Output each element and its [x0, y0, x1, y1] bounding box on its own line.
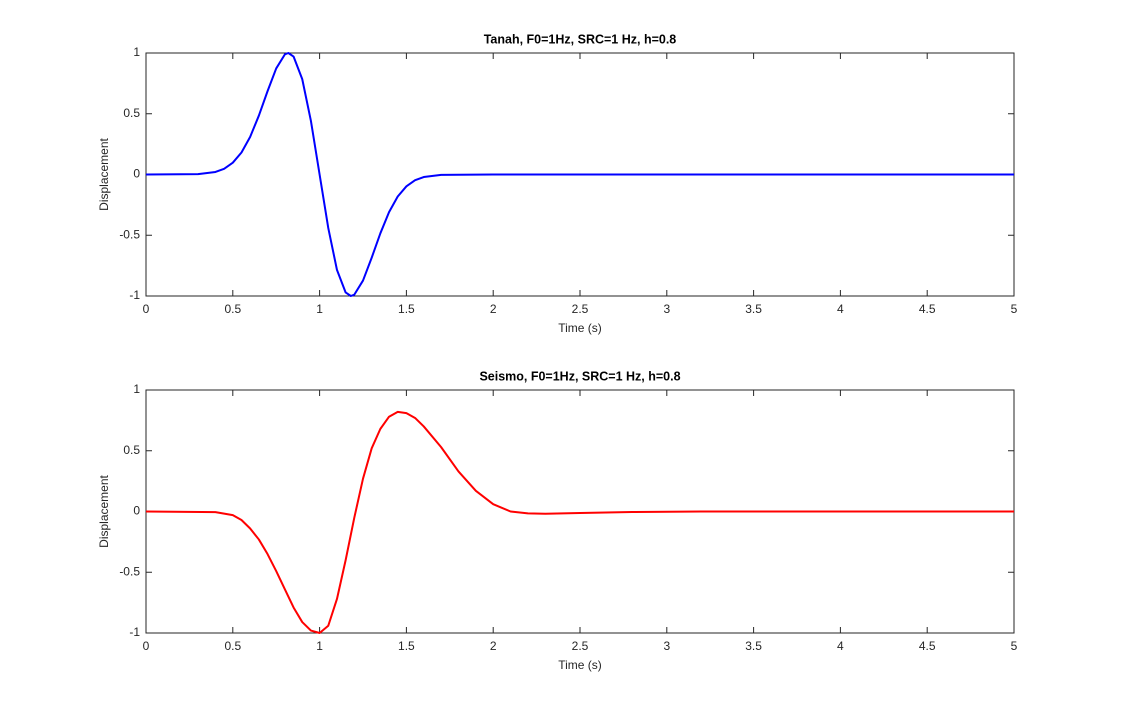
y-tick-label: 0.5: [123, 443, 140, 457]
x-tick-label: 2: [490, 302, 497, 316]
x-tick-label: 1.5: [398, 302, 415, 316]
y-axis-label: Displacement: [97, 137, 111, 210]
y-tick-label: -1: [129, 625, 140, 639]
x-tick-label: 1.5: [398, 639, 415, 653]
x-tick-label: 0: [143, 639, 150, 653]
y-tick-label: -0.5: [119, 227, 140, 241]
x-tick-label: 0.5: [224, 302, 241, 316]
x-tick-label: 0.5: [224, 639, 241, 653]
x-axis-label: Time (s): [558, 658, 602, 672]
x-tick-label: 1: [316, 639, 323, 653]
x-tick-label: 3: [663, 639, 670, 653]
y-tick-label: -1: [129, 288, 140, 302]
x-tick-label: 2.5: [572, 639, 589, 653]
y-axis-label: Displacement: [97, 474, 111, 547]
y-tick-label: 0: [133, 504, 140, 518]
chart-title: Tanah, F0=1Hz, SRC=1 Hz, h=0.8: [484, 32, 677, 46]
x-tick-label: 3.5: [745, 639, 762, 653]
y-tick-label: -0.5: [119, 564, 140, 578]
x-tick-label: 4.5: [919, 639, 936, 653]
x-tick-label: 3.5: [745, 302, 762, 316]
x-tick-label: 1: [316, 302, 323, 316]
y-tick-label: 0: [133, 167, 140, 181]
x-tick-label: 4.5: [919, 302, 936, 316]
line-series: [145, 52, 1014, 297]
x-tick-label: 4: [837, 639, 844, 653]
x-tick-label: 3: [663, 302, 670, 316]
line-series: [145, 410, 1014, 634]
chart-title: Seismo, F0=1Hz, SRC=1 Hz, h=0.8: [479, 369, 680, 383]
x-tick-label: 4: [837, 302, 844, 316]
x-tick-label: 5: [1011, 302, 1018, 316]
y-tick-label: 1: [133, 382, 140, 396]
y-tick-label: 1: [133, 45, 140, 59]
x-tick-label: 5: [1011, 639, 1018, 653]
x-tick-label: 2.5: [572, 302, 589, 316]
x-axis-label: Time (s): [558, 321, 602, 335]
y-tick-label: 0.5: [123, 106, 140, 120]
x-tick-label: 2: [490, 639, 497, 653]
x-tick-label: 0: [143, 302, 150, 316]
